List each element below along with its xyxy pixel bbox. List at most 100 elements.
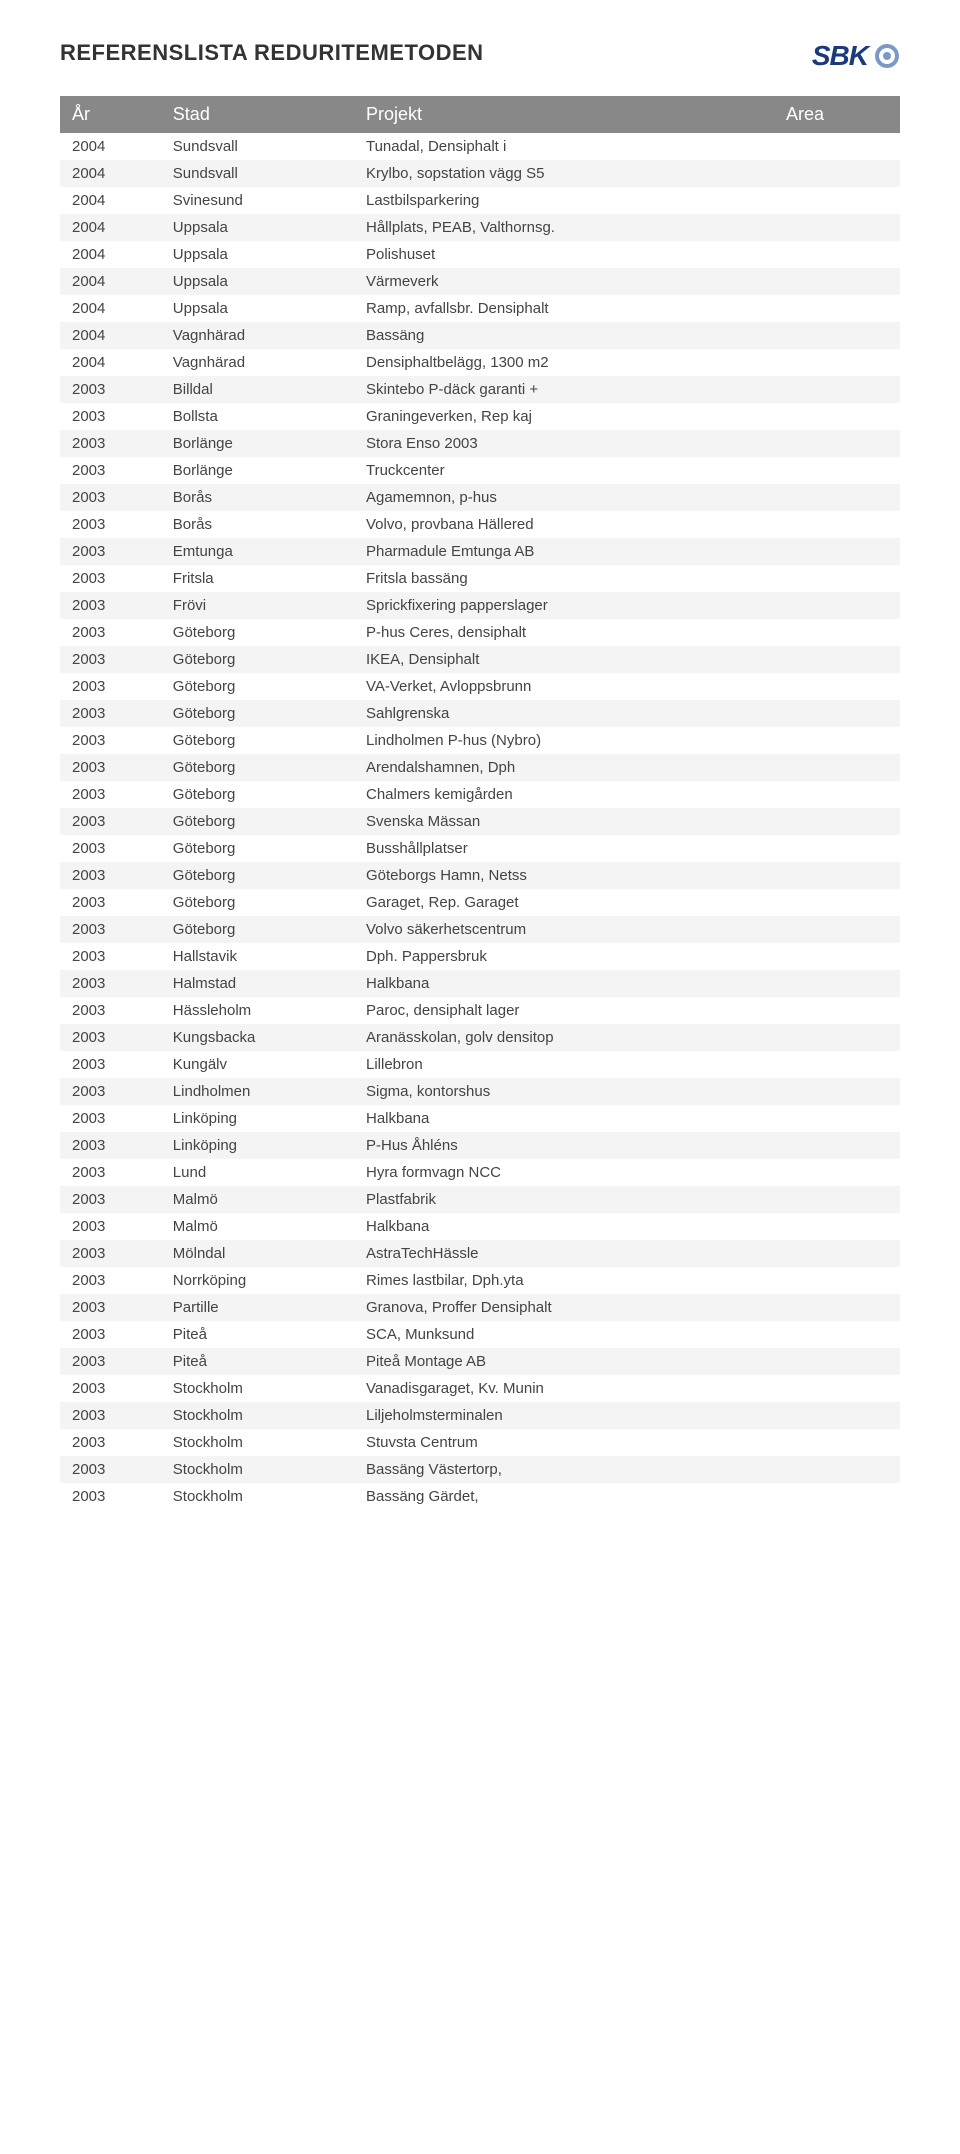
table-cell: Liljeholmsterminalen xyxy=(354,1402,774,1429)
table-cell: 2003 xyxy=(60,1483,161,1510)
table-cell xyxy=(774,160,900,187)
table-row: 2003StockholmStuvsta Centrum xyxy=(60,1429,900,1456)
table-cell: 2003 xyxy=(60,1186,161,1213)
table-row: 2003GöteborgSahlgrenska xyxy=(60,700,900,727)
table-cell xyxy=(774,727,900,754)
table-cell: Lastbilsparkering xyxy=(354,187,774,214)
table-row: 2003GöteborgArendalshamnen, Dph xyxy=(60,754,900,781)
table-cell xyxy=(774,403,900,430)
table-cell: Partille xyxy=(161,1294,354,1321)
table-cell xyxy=(774,835,900,862)
table-cell: 2003 xyxy=(60,1051,161,1078)
table-cell: 2004 xyxy=(60,214,161,241)
table-cell: AstraTechHässle xyxy=(354,1240,774,1267)
table-cell: Lillebron xyxy=(354,1051,774,1078)
table-cell: Kungsbacka xyxy=(161,1024,354,1051)
table-cell: Uppsala xyxy=(161,268,354,295)
table-cell: Hållplats, PEAB, Valthornsg. xyxy=(354,214,774,241)
table-cell: 2003 xyxy=(60,1078,161,1105)
table-cell: 2003 xyxy=(60,1429,161,1456)
table-cell: 2003 xyxy=(60,916,161,943)
logo-badge-icon xyxy=(874,43,900,69)
table-body: 2004SundsvallTunadal, Densiphalt i2004Su… xyxy=(60,133,900,1510)
table-row: 2003FröviSprickfixering papperslager xyxy=(60,592,900,619)
table-cell: Sahlgrenska xyxy=(354,700,774,727)
table-cell: 2003 xyxy=(60,1105,161,1132)
table-cell: P-Hus Åhléns xyxy=(354,1132,774,1159)
table-cell xyxy=(774,187,900,214)
table-cell: 2004 xyxy=(60,241,161,268)
table-cell xyxy=(774,673,900,700)
table-row: 2003BollstaGraningeverken, Rep kaj xyxy=(60,403,900,430)
table-cell: Stora Enso 2003 xyxy=(354,430,774,457)
table-row: 2003HässleholmParoc, densiphalt lager xyxy=(60,997,900,1024)
table-cell: Linköping xyxy=(161,1105,354,1132)
table-cell: Piteå Montage AB xyxy=(354,1348,774,1375)
table-cell xyxy=(774,889,900,916)
table-row: 2003LindholmenSigma, kontorshus xyxy=(60,1078,900,1105)
table-cell: 2003 xyxy=(60,1321,161,1348)
table-row: 2004SundsvallTunadal, Densiphalt i xyxy=(60,133,900,160)
table-cell: Uppsala xyxy=(161,214,354,241)
table-cell: Sundsvall xyxy=(161,133,354,160)
table-cell: 2003 xyxy=(60,565,161,592)
table-cell xyxy=(774,268,900,295)
table-cell: IKEA, Densiphalt xyxy=(354,646,774,673)
table-cell: 2004 xyxy=(60,295,161,322)
table-header: År Stad Projekt Area xyxy=(60,96,900,133)
table-cell: Göteborg xyxy=(161,781,354,808)
table-cell: Halmstad xyxy=(161,970,354,997)
logo-text: SBK xyxy=(812,40,868,72)
table-cell: Piteå xyxy=(161,1321,354,1348)
table-cell: Bassäng xyxy=(354,322,774,349)
page-header: REFERENSLISTA REDURITEMETODEN SBK xyxy=(60,40,900,72)
table-cell xyxy=(774,322,900,349)
table-cell: Stuvsta Centrum xyxy=(354,1429,774,1456)
table-cell: Paroc, densiphalt lager xyxy=(354,997,774,1024)
table-cell: 2003 xyxy=(60,403,161,430)
table-cell xyxy=(774,1348,900,1375)
table-row: 2003LinköpingHalkbana xyxy=(60,1105,900,1132)
table-cell: Frövi xyxy=(161,592,354,619)
table-cell: Göteborg xyxy=(161,673,354,700)
table-cell: Norrköping xyxy=(161,1267,354,1294)
col-project: Projekt xyxy=(354,96,774,133)
table-cell xyxy=(774,1483,900,1510)
table-row: 2003NorrköpingRimes lastbilar, Dph.yta xyxy=(60,1267,900,1294)
table-cell: 2003 xyxy=(60,781,161,808)
table-cell: 2003 xyxy=(60,1348,161,1375)
table-cell: Krylbo, sopstation vägg S5 xyxy=(354,160,774,187)
table-cell: Göteborg xyxy=(161,700,354,727)
table-cell: Stockholm xyxy=(161,1402,354,1429)
table-cell: Chalmers kemigården xyxy=(354,781,774,808)
table-cell: Borås xyxy=(161,511,354,538)
table-cell: 2003 xyxy=(60,727,161,754)
table-cell: 2003 xyxy=(60,889,161,916)
table-cell: Göteborg xyxy=(161,754,354,781)
table-cell: 2003 xyxy=(60,970,161,997)
table-cell: 2003 xyxy=(60,376,161,403)
table-row: 2003GöteborgGaraget, Rep. Garaget xyxy=(60,889,900,916)
table-cell: Garaget, Rep. Garaget xyxy=(354,889,774,916)
table-cell: Malmö xyxy=(161,1186,354,1213)
table-cell xyxy=(774,1402,900,1429)
table-cell: 2003 xyxy=(60,808,161,835)
table-cell xyxy=(774,1051,900,1078)
table-row: 2003StockholmVanadisgaraget, Kv. Munin xyxy=(60,1375,900,1402)
table-cell: Malmö xyxy=(161,1213,354,1240)
table-cell: Kungälv xyxy=(161,1051,354,1078)
table-cell: Värmeverk xyxy=(354,268,774,295)
table-cell: 2004 xyxy=(60,160,161,187)
table-cell xyxy=(774,1186,900,1213)
table-cell: Stockholm xyxy=(161,1483,354,1510)
table-cell: 2003 xyxy=(60,997,161,1024)
table-cell: Mölndal xyxy=(161,1240,354,1267)
table-row: 2003BoråsVolvo, provbana Hällered xyxy=(60,511,900,538)
table-cell: 2003 xyxy=(60,484,161,511)
table-row: 2003HallstavikDph. Pappersbruk xyxy=(60,943,900,970)
table-row: 2003GöteborgGöteborgs Hamn, Netss xyxy=(60,862,900,889)
table-cell: Volvo, provbana Hällered xyxy=(354,511,774,538)
table-cell xyxy=(774,565,900,592)
table-cell xyxy=(774,457,900,484)
table-cell xyxy=(774,646,900,673)
